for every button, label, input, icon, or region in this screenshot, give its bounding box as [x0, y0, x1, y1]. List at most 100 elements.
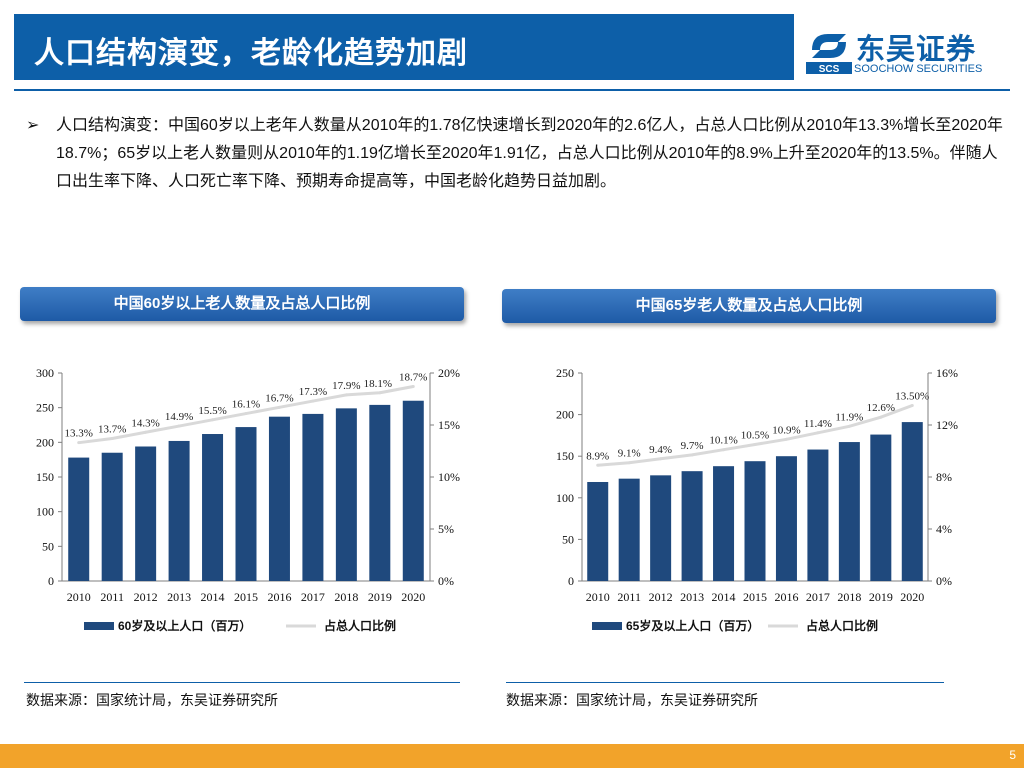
- left-chart-banner: 中国60岁以上老人数量及占总人口比例: [20, 287, 464, 321]
- data-label: 14.9%: [165, 411, 193, 423]
- left-source-note: 数据来源：国家统计局，东吴证券研究所: [26, 692, 278, 708]
- data-label: 10.9%: [772, 424, 800, 436]
- right-chart-banner: 中国65岁老人数量及占总人口比例: [502, 289, 996, 323]
- y-tick-label: 200: [556, 408, 574, 422]
- line-point: [910, 404, 914, 407]
- data-label: 17.9%: [332, 380, 360, 392]
- bar: [838, 442, 860, 581]
- bar: [681, 471, 703, 581]
- y2-tick-label: 15%: [438, 418, 460, 432]
- x-tick-label: 2013: [167, 590, 191, 604]
- brand-logo: SCS 东吴证券 SOOCHOW SECURITIES: [806, 26, 1012, 78]
- x-tick-label: 2012: [134, 590, 158, 604]
- line-point: [816, 431, 820, 435]
- data-label: 8.9%: [586, 450, 609, 462]
- bar: [302, 413, 324, 581]
- header-divider: [14, 89, 1010, 91]
- line-point: [277, 405, 281, 409]
- y2-tick-label: 8%: [936, 470, 952, 484]
- x-tick-label: 2017: [806, 590, 830, 604]
- data-label: 17.3%: [299, 386, 327, 398]
- data-label: 10.1%: [709, 435, 737, 447]
- logo-mark-text: SCS: [819, 64, 840, 75]
- x-tick-label: 2016: [774, 590, 798, 604]
- y2-tick-label: 5%: [438, 522, 454, 536]
- data-label: 9.1%: [618, 448, 641, 460]
- line-point: [311, 399, 315, 403]
- summary-text: 人口结构演变：中国60岁以上老年人数量从2010年的1.78亿快速增长到2020…: [56, 117, 1003, 190]
- x-tick-label: 2015: [234, 590, 258, 604]
- legend-bar-label: 65岁及以上人口（百万）: [626, 618, 759, 633]
- data-label: 9.7%: [681, 440, 704, 452]
- x-tick-label: 2020: [900, 590, 924, 604]
- x-tick-label: 2015: [743, 590, 767, 604]
- bar: [235, 427, 257, 581]
- y2-tick-label: 0%: [936, 574, 952, 588]
- right-source-divider: [506, 682, 944, 683]
- data-label: 13.50%: [895, 391, 929, 403]
- bar: [135, 446, 157, 581]
- line-point: [77, 441, 81, 445]
- x-tick-label: 2020: [401, 590, 425, 604]
- line-point: [144, 430, 148, 434]
- line-point: [411, 385, 415, 389]
- bar: [168, 440, 190, 581]
- line-point: [244, 412, 248, 416]
- right-source-note: 数据来源：国家统计局，东吴证券研究所: [506, 692, 758, 708]
- legend-bar-swatch: [84, 622, 114, 630]
- data-label: 15.5%: [198, 405, 226, 417]
- x-tick-label: 2016: [267, 590, 291, 604]
- bar: [618, 478, 640, 581]
- bar: [202, 434, 224, 581]
- bar: [650, 475, 672, 581]
- bar: [807, 449, 829, 581]
- line-point: [378, 391, 382, 395]
- x-tick-label: 2018: [837, 590, 861, 604]
- y-tick-label: 200: [36, 435, 54, 449]
- x-tick-label: 2014: [201, 590, 225, 604]
- data-label: 16.7%: [265, 392, 293, 404]
- data-label: 11.9%: [835, 411, 863, 423]
- left-source-divider: [24, 682, 460, 683]
- line-point: [879, 415, 883, 419]
- y2-tick-label: 12%: [936, 418, 958, 432]
- legend-line-label: 占总人口比例: [806, 618, 878, 633]
- line-point: [110, 437, 114, 441]
- x-tick-label: 2010: [586, 590, 610, 604]
- data-label: 13.3%: [65, 428, 93, 440]
- bar: [775, 456, 797, 581]
- page-number: 5: [1009, 748, 1016, 762]
- bar: [369, 404, 391, 581]
- y-tick-label: 50: [562, 532, 574, 546]
- chart-65plus: 0 50 100 150 200 250 0% 4% 8% 12% 16% 2010 2011 2012 2…: [556, 366, 958, 633]
- y-tick-label: 150: [36, 470, 54, 484]
- y-tick-label: 100: [556, 491, 574, 505]
- line-point: [753, 443, 757, 446]
- line-point: [344, 393, 348, 397]
- logo-text-cn: 东吴证券: [856, 34, 977, 66]
- y-tick-label: 300: [36, 366, 54, 380]
- bar: [901, 422, 923, 581]
- bar: [268, 416, 290, 581]
- data-label: 18.7%: [399, 372, 427, 384]
- logo-emblem-icon: SCS: [806, 34, 852, 75]
- y-tick-label: 50: [42, 539, 54, 553]
- x-tick-label: 2010: [67, 590, 91, 604]
- page-title: 人口结构演变，老龄化趋势加剧: [34, 37, 468, 70]
- x-tick-label: 2013: [680, 590, 704, 604]
- y-tick-label: 0: [48, 574, 54, 588]
- bar: [101, 452, 123, 581]
- data-label: 16.1%: [232, 399, 260, 411]
- legend-line-label: 占总人口比例: [324, 618, 396, 633]
- line-point: [211, 418, 215, 422]
- legend-bar-swatch: [592, 622, 622, 630]
- bar: [744, 461, 766, 581]
- line-point: [690, 453, 694, 457]
- data-label: 9.4%: [649, 444, 672, 456]
- y2-tick-label: 0%: [438, 574, 454, 588]
- line-point: [627, 461, 631, 465]
- bar: [402, 400, 424, 581]
- line-point: [596, 463, 600, 467]
- bar: [68, 457, 90, 581]
- data-label: 13.7%: [98, 424, 126, 436]
